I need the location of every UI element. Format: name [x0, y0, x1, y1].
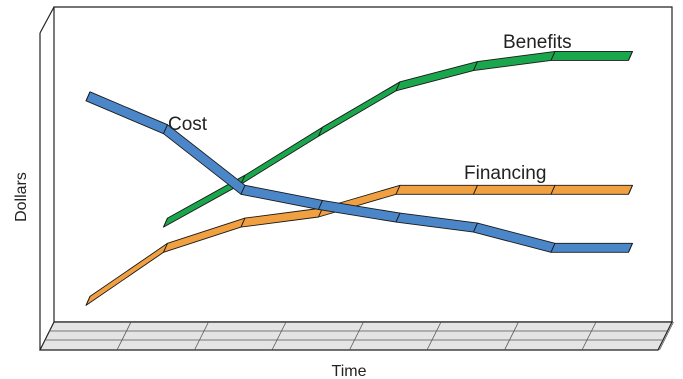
series-segment — [395, 184, 478, 195]
series-financing — [85, 184, 633, 306]
chart-floor-dividers — [116, 321, 674, 351]
series-benefits — [163, 50, 633, 228]
floor-divider — [504, 321, 519, 351]
series-point — [628, 243, 633, 253]
floor-divider — [426, 321, 442, 351]
series-segment — [473, 184, 556, 195]
floor-divider — [194, 321, 209, 351]
series-point — [163, 217, 168, 228]
floor-divider — [581, 321, 597, 351]
series-segment — [550, 184, 633, 195]
series-label-cost: Cost — [168, 114, 208, 135]
series-label-benefits: Benefits — [503, 32, 572, 53]
series-layer — [85, 50, 633, 306]
series-point — [628, 51, 633, 61]
series-segment — [550, 242, 633, 253]
series-point — [85, 296, 91, 306]
floor-divider — [116, 321, 132, 351]
series-cost — [85, 91, 633, 253]
floor-divider — [271, 321, 287, 351]
series-point — [85, 91, 91, 102]
floor-divider — [659, 321, 674, 351]
chart-left-wall-edge — [39, 6, 55, 34]
floor-divider — [349, 321, 364, 351]
series-label-financing: Financing — [464, 163, 546, 184]
x-axis-label: Time — [332, 363, 367, 379]
y-axis-label: Dollars — [13, 172, 30, 222]
series-point — [628, 185, 633, 195]
chart-floor — [39, 321, 673, 351]
